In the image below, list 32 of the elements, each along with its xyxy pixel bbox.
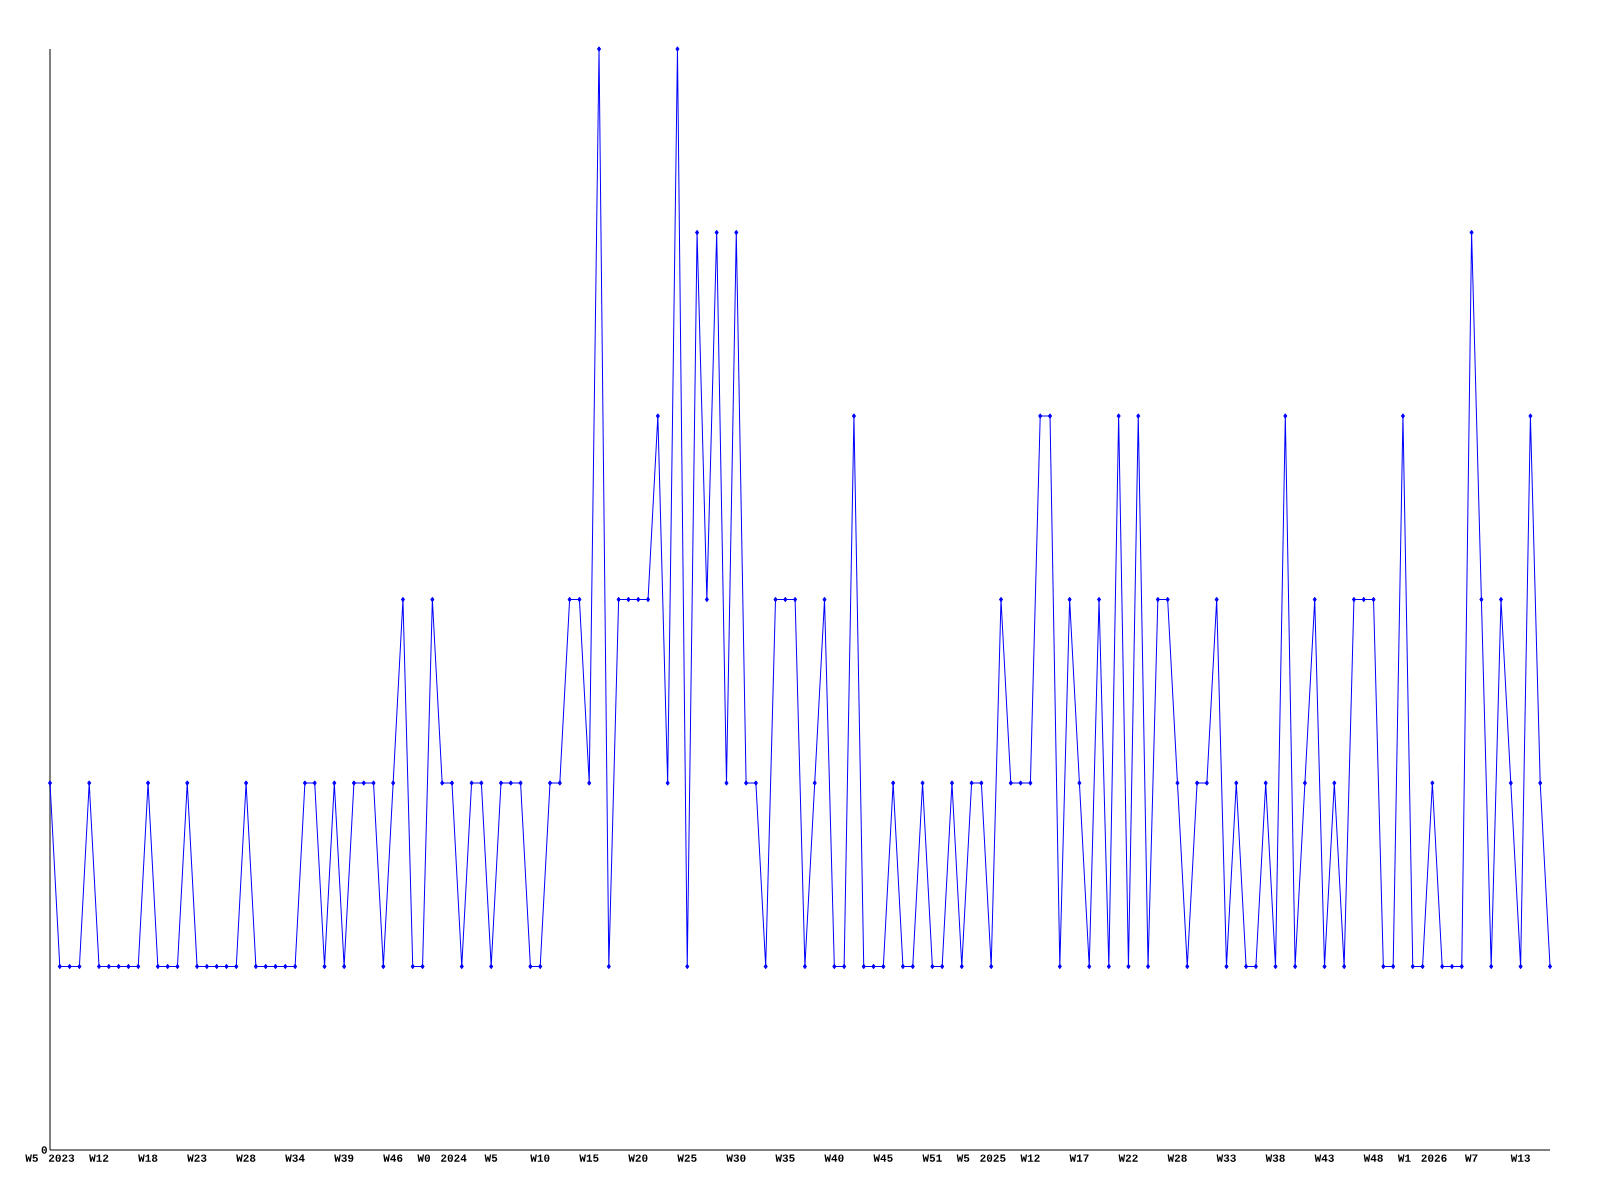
x-tick-label: W35 <box>775 1154 795 1162</box>
x-tick-label: W0 2024 <box>417 1154 467 1162</box>
x-tick-label: W39 <box>334 1154 354 1162</box>
x-tick-label: W34 <box>285 1154 305 1162</box>
x-tick-label: W12 <box>89 1154 109 1162</box>
x-tick-label: W5 2023 <box>25 1154 75 1162</box>
x-tick-label: W1 2026 <box>1397 1154 1447 1162</box>
x-tick-label: W48 <box>1363 1154 1383 1162</box>
x-tick-label: W17 <box>1069 1154 1089 1162</box>
x-tick-label: W12 <box>1020 1154 1040 1162</box>
x-tick-label: W33 <box>1216 1154 1236 1162</box>
x-tick-label: W5 <box>484 1154 498 1162</box>
x-tick-label: W51 <box>922 1154 942 1162</box>
x-tick-label: W40 <box>824 1154 844 1162</box>
x-tick-label: W46 <box>383 1154 403 1162</box>
x-tick-label: W45 <box>873 1154 893 1162</box>
x-tick-label: W22 <box>1118 1154 1138 1162</box>
x-tick-label: W30 <box>726 1154 746 1162</box>
x-tick-label: W25 <box>677 1154 697 1162</box>
x-tick-label: W7 <box>1464 1154 1478 1162</box>
x-tick-label: W38 <box>1265 1154 1285 1162</box>
x-tick-label: W10 <box>530 1154 550 1162</box>
x-tick-label: W23 <box>187 1154 207 1162</box>
x-tick-label: W13 <box>1510 1154 1530 1162</box>
x-tick-label: W28 <box>236 1154 256 1162</box>
x-tick-label: W20 <box>628 1154 648 1162</box>
x-tick-label: W43 <box>1314 1154 1334 1162</box>
text: 0 <box>41 1146 47 1154</box>
x-tick-label: W15 <box>579 1154 599 1162</box>
x-tick-label: W18 <box>138 1154 158 1162</box>
x-tick-label: W5 2025 <box>956 1154 1006 1162</box>
x-tick-label: W28 <box>1167 1154 1187 1162</box>
